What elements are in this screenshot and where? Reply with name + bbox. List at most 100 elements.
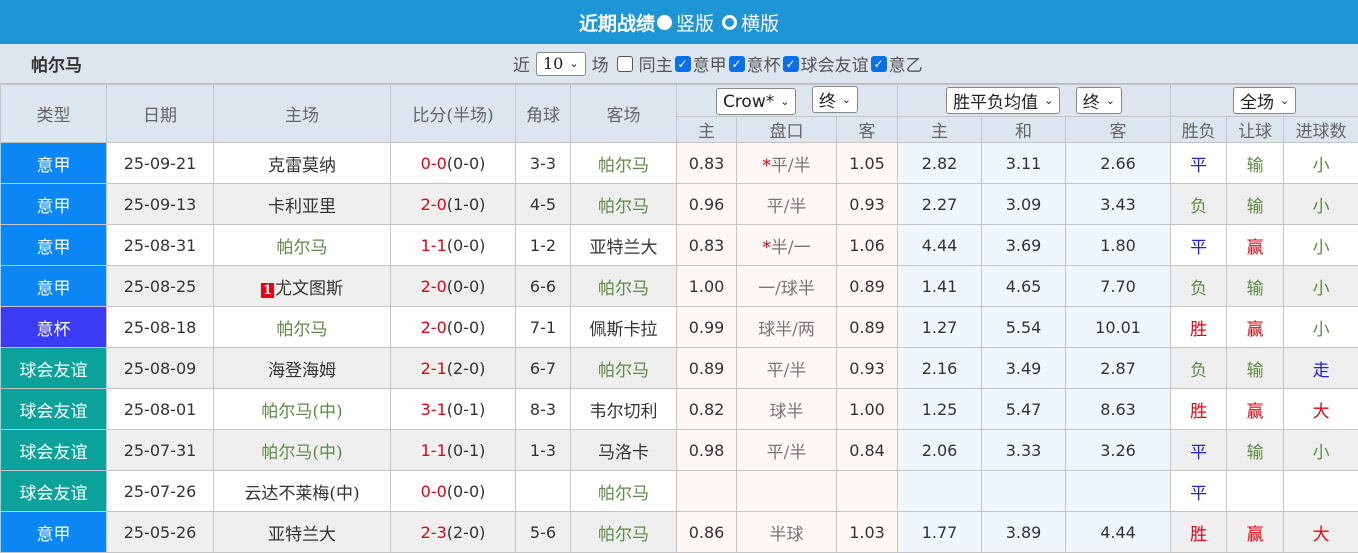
score[interactable]: 2-0(1-0) [391, 184, 516, 225]
home-team-name[interactable]: 卡利亚里 [268, 197, 336, 217]
period-select[interactable]: 全场⌄ [1233, 87, 1296, 114]
match-count-select[interactable]: 10⌄ [536, 52, 586, 76]
home-team-name[interactable]: 帕尔马 [277, 320, 328, 340]
home-team-name[interactable]: 海登海姆 [268, 361, 336, 381]
same-home-checkbox[interactable] [617, 56, 633, 72]
company-select[interactable]: Crow*⌄ [716, 88, 797, 115]
handicap-stage-select[interactable]: 终⌄ [812, 86, 858, 113]
away-team[interactable]: 韦尔切利 [571, 389, 677, 430]
score[interactable]: 2-3(2-0) [391, 512, 516, 553]
league-checkbox[interactable]: ✓ [729, 56, 745, 72]
match-row[interactable]: 球会友谊 25-08-01 帕尔马(中) 3-1(0-1) 8-3 韦尔切利 0… [1, 389, 1358, 430]
match-type[interactable]: 意甲 [1, 512, 107, 553]
goals-result: 小 [1284, 307, 1358, 348]
score[interactable]: 2-1(2-0) [391, 348, 516, 389]
handicap-line: 一/球半 [737, 266, 837, 307]
odds-stage-select[interactable]: 终⌄ [1076, 87, 1122, 114]
home-team[interactable]: 帕尔马(中) [214, 389, 391, 430]
match-type[interactable]: 意甲 [1, 184, 107, 225]
match-type[interactable]: 球会友谊 [1, 471, 107, 512]
home-team[interactable]: 帕尔马(中) [214, 430, 391, 471]
handicap-line-value: 球半/两 [758, 320, 815, 340]
home-team[interactable]: 克雷莫纳 [214, 143, 391, 184]
away-team[interactable]: 帕尔马 [571, 471, 677, 512]
match-type[interactable]: 意甲 [1, 143, 107, 184]
chevron-down-icon: ⌄ [569, 57, 578, 70]
odds-away: 8.63 [1066, 389, 1171, 430]
match-type[interactable]: 意杯 [1, 307, 107, 348]
home-team[interactable]: 云达不莱梅(中) [214, 471, 391, 512]
away-team[interactable]: 帕尔马 [571, 512, 677, 553]
score[interactable]: 3-1(0-1) [391, 389, 516, 430]
col-hc-home: 主 [677, 117, 737, 143]
match-row[interactable]: 意杯 25-08-18 帕尔马 2-0(0-0) 7-1 佩斯卡拉 0.99 球… [1, 307, 1358, 348]
away-team[interactable]: 帕尔马 [571, 143, 677, 184]
handicap-away-odds: 0.84 [837, 430, 898, 471]
odds-type-select[interactable]: 胜平负均值⌄ [946, 87, 1060, 114]
away-team[interactable]: 马洛卡 [571, 430, 677, 471]
away-team[interactable]: 亚特兰大 [571, 225, 677, 266]
home-team[interactable]: 亚特兰大 [214, 512, 391, 553]
match-type[interactable]: 意甲 [1, 225, 107, 266]
match-row[interactable]: 球会友谊 25-08-09 海登海姆 2-1(2-0) 6-7 帕尔马 0.89… [1, 348, 1358, 389]
home-team[interactable]: 帕尔马 [214, 225, 391, 266]
half-score: (0-0) [447, 154, 486, 173]
score[interactable]: 0-0(0-0) [391, 471, 516, 512]
score[interactable]: 1-1(0-0) [391, 225, 516, 266]
match-row[interactable]: 球会友谊 25-07-31 帕尔马(中) 1-1(0-1) 1-3 马洛卡 0.… [1, 430, 1358, 471]
full-score: 2-1 [421, 359, 447, 378]
match-type[interactable]: 意甲 [1, 266, 107, 307]
home-team-name[interactable]: 亚特兰大 [268, 525, 336, 545]
option-horizontal-label[interactable]: 横版 [741, 9, 779, 36]
handicap-line-value: 半/一 [771, 238, 811, 258]
home-team-name[interactable]: 云达不莱梅(中) [244, 484, 359, 504]
radio-horizontal[interactable] [722, 15, 737, 30]
home-team-name[interactable]: 帕尔马(中) [261, 443, 342, 463]
corner [516, 471, 571, 512]
match-type[interactable]: 球会友谊 [1, 348, 107, 389]
match-row[interactable]: 意甲 25-09-13 卡利亚里 2-0(1-0) 4-5 帕尔马 0.96 平… [1, 184, 1358, 225]
home-team[interactable]: 卡利亚里 [214, 184, 391, 225]
odds-home: 2.27 [898, 184, 982, 225]
handicap-line-value: 平/半 [771, 156, 811, 176]
home-team[interactable]: 海登海姆 [214, 348, 391, 389]
score[interactable]: 0-0(0-0) [391, 143, 516, 184]
handicap-line-value: 半球 [770, 525, 804, 545]
option-vertical-label[interactable]: 竖版 [676, 9, 714, 36]
away-team[interactable]: 佩斯卡拉 [571, 307, 677, 348]
match-type[interactable]: 球会友谊 [1, 430, 107, 471]
score[interactable]: 1-1(0-1) [391, 430, 516, 471]
league-checkbox[interactable]: ✓ [871, 56, 887, 72]
match-date: 25-08-31 [107, 225, 214, 266]
home-team-name[interactable]: 尤文图斯 [275, 279, 343, 299]
away-team[interactable]: 帕尔马 [571, 266, 677, 307]
match-row[interactable]: 球会友谊 25-07-26 云达不莱梅(中) 0-0(0-0) 帕尔马 平 [1, 471, 1358, 512]
odds-draw: 3.33 [982, 430, 1066, 471]
home-team-name[interactable]: 帕尔马 [277, 238, 328, 258]
league-checkbox[interactable]: ✓ [675, 56, 691, 72]
league-checkbox[interactable]: ✓ [783, 56, 799, 72]
result: 胜 [1171, 389, 1227, 430]
match-type[interactable]: 球会友谊 [1, 389, 107, 430]
radio-vertical[interactable] [657, 15, 672, 30]
home-team-name[interactable]: 帕尔马(中) [261, 402, 342, 422]
full-score: 2-0 [421, 277, 447, 296]
match-row[interactable]: 意甲 25-08-31 帕尔马 1-1(0-0) 1-2 亚特兰大 0.83 *… [1, 225, 1358, 266]
odds-draw: 3.11 [982, 143, 1066, 184]
match-row[interactable]: 意甲 25-05-26 亚特兰大 2-3(2-0) 5-6 帕尔马 0.86 半… [1, 512, 1358, 553]
near-label: 近 [513, 51, 530, 76]
home-team[interactable]: 帕尔马 [214, 307, 391, 348]
match-row[interactable]: 意甲 25-09-21 克雷莫纳 0-0(0-0) 3-3 帕尔马 0.83 *… [1, 143, 1358, 184]
away-team[interactable]: 帕尔马 [571, 348, 677, 389]
handicap-home-odds: 0.96 [677, 184, 737, 225]
score[interactable]: 2-0(0-0) [391, 307, 516, 348]
score[interactable]: 2-0(0-0) [391, 266, 516, 307]
handicap-line [737, 471, 837, 512]
half-score: (1-0) [447, 195, 486, 214]
result: 负 [1171, 184, 1227, 225]
home-team-name[interactable]: 克雷莫纳 [268, 156, 336, 176]
away-team[interactable]: 帕尔马 [571, 184, 677, 225]
handicap-result: 输 [1227, 184, 1284, 225]
